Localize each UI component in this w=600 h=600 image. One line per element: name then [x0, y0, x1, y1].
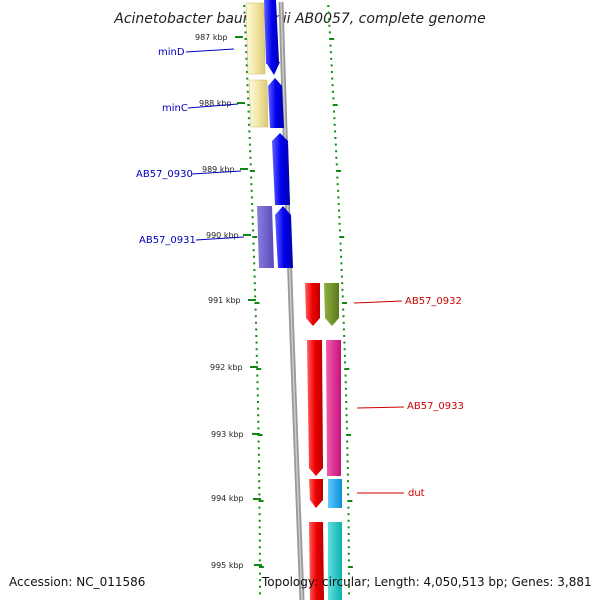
scale-label-991: 991 kbp: [208, 296, 241, 305]
genome-backbone-highlight: [280, 1, 303, 600]
scale-label-990: 990 kbp: [206, 231, 239, 240]
gene-arrow-mind[interactable]: [264, 0, 280, 75]
leader-line-mind: [185, 48, 235, 53]
major-ticks: [235, 36, 262, 566]
gene-label-ab57-0931[interactable]: AB57_0931: [139, 235, 196, 246]
scale-label-989: 989 kbp: [202, 165, 235, 174]
gene-label-dut[interactable]: dut: [408, 488, 425, 499]
gene-arrow-red-3[interactable]: [309, 479, 323, 508]
gene-arrow-minc[interactable]: [268, 78, 284, 128]
leader-line-ab57-0931: [195, 236, 245, 241]
reverse-strand-genes: [305, 283, 342, 600]
scale-label-992: 992 kbp: [210, 363, 243, 372]
scale-labels: 987 kbp 988 kbp 989 kbp 990 kbp 991 kbp …: [195, 33, 244, 570]
gene-arrow-ab57-0931[interactable]: [275, 206, 293, 268]
gene-arrow-red-2[interactable]: [307, 340, 323, 476]
gene-block-yellow-2[interactable]: [248, 79, 269, 128]
scale-label-987: 987 kbp: [195, 33, 228, 42]
scale-label-995: 995 kbp: [211, 561, 244, 570]
right-scale-track: [327, 5, 353, 595]
leader-line-minc: [187, 103, 239, 109]
gene-arrow-red-1[interactable]: [305, 283, 320, 326]
gene-label-minc[interactable]: minC: [162, 103, 188, 114]
scale-label-993: 993 kbp: [211, 430, 244, 439]
gene-label-mind[interactable]: minD: [158, 47, 185, 58]
leader-line-ab57-0932: [353, 300, 403, 304]
gene-label-ab57-0932[interactable]: AB57_0932: [405, 296, 462, 307]
leader-line-ab57-0930: [191, 170, 242, 175]
scale-label-994: 994 kbp: [211, 494, 244, 503]
left-scale-track: [243, 5, 264, 595]
gene-arrow-ab57-0932[interactable]: [324, 283, 339, 326]
gene-block-purple[interactable]: [257, 206, 274, 268]
topology-text: Topology: circular; Length: 4,050,513 bp…: [262, 575, 592, 589]
accession-text: Accession: NC_011586: [9, 575, 146, 589]
leader-line-ab57-0933: [356, 406, 405, 409]
forward-strand-genes: [245, 0, 293, 268]
map-title: Acinetobacter baumannii AB0057, complete…: [113, 11, 485, 27]
gene-arrow-ab57-0933[interactable]: [326, 340, 341, 476]
gene-label-ab57-0933[interactable]: AB57_0933: [407, 401, 464, 412]
gene-block-yellow-1[interactable]: [245, 2, 266, 75]
scale-label-988: 988 kbp: [199, 99, 232, 108]
gene-block-teal[interactable]: [328, 522, 342, 600]
gene-arrow-ab57-0930[interactable]: [272, 133, 290, 205]
gene-labels: minD minC AB57_0930 AB57_0931 AB57_0932 …: [136, 47, 464, 499]
gene-label-ab57-0930[interactable]: AB57_0930: [136, 169, 193, 180]
gene-block-red-4[interactable]: [309, 522, 324, 600]
gene-block-dut[interactable]: [328, 479, 342, 508]
